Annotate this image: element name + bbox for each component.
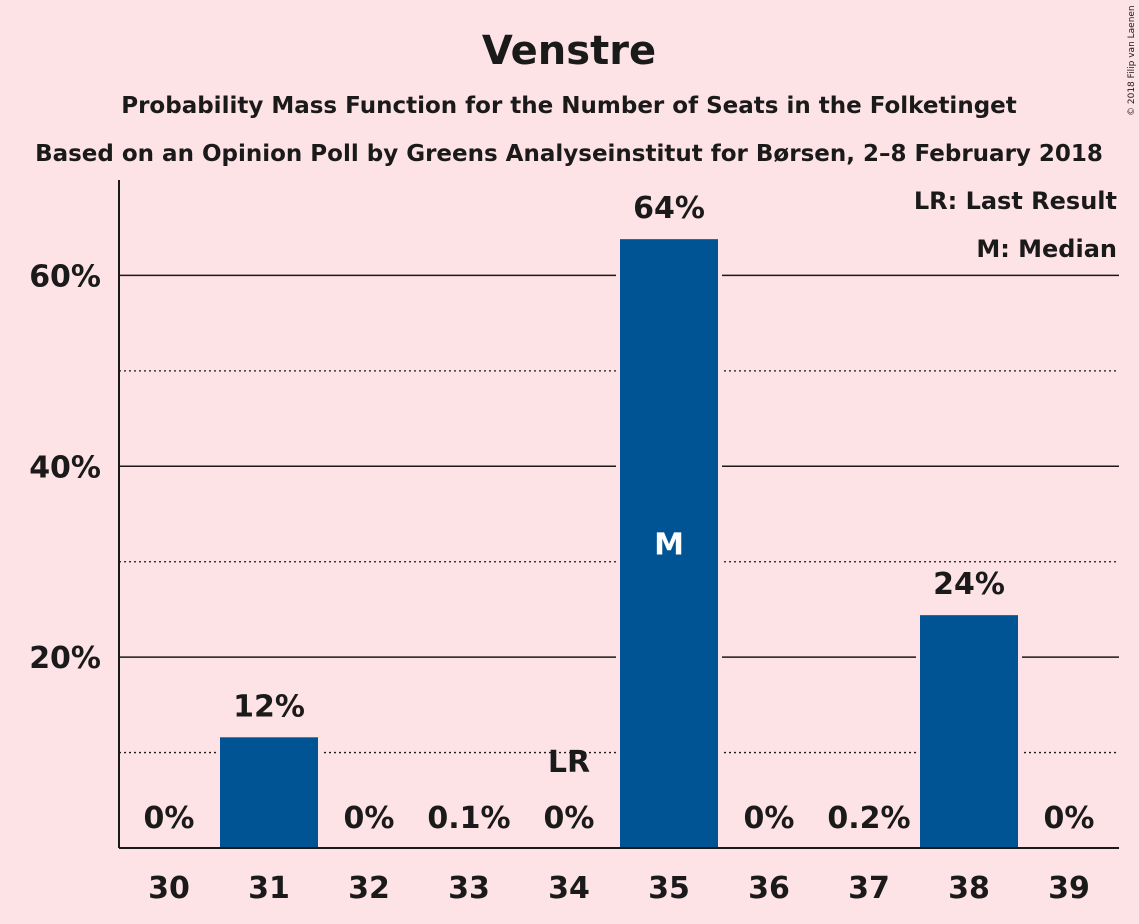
chart-subtitle-source: Based on an Opinion Poll by Greens Analy… xyxy=(35,141,1103,167)
x-tick-label: 33 xyxy=(448,871,490,906)
bars xyxy=(216,237,1022,848)
data-label: 0% xyxy=(544,801,595,836)
x-tick-label: 31 xyxy=(248,871,290,906)
x-tick-label: 39 xyxy=(1048,871,1090,906)
bar xyxy=(220,737,318,848)
y-tick-label: 60% xyxy=(29,259,101,294)
x-tick-label: 36 xyxy=(748,871,790,906)
x-tick-label: 38 xyxy=(948,871,990,906)
x-tick-label: 35 xyxy=(648,871,690,906)
x-tick-label: 34 xyxy=(548,871,590,906)
data-label: 0% xyxy=(344,801,395,836)
data-label: 0% xyxy=(144,801,195,836)
last-result-marker: LR xyxy=(548,745,590,780)
data-label: 12% xyxy=(233,689,305,724)
data-label: 24% xyxy=(933,567,1005,602)
copyright-text: © 2018 Filip van Laenen xyxy=(1127,5,1137,116)
data-label: 0.1% xyxy=(427,801,510,836)
x-tick-label: 32 xyxy=(348,871,390,906)
legend-last-result: LR: Last Result xyxy=(914,187,1117,215)
median-marker: M xyxy=(654,528,684,563)
axes: 20% 40% 60% 30 31 32 33 34 35 36 37 38 39 xyxy=(29,180,1119,906)
data-label: 0% xyxy=(1044,801,1095,836)
data-label: 0% xyxy=(744,801,795,836)
bar xyxy=(620,239,718,848)
data-label: 0.2% xyxy=(827,801,910,836)
chart-title: Venstre xyxy=(482,28,656,74)
y-tick-label: 20% xyxy=(29,641,101,676)
labels: 0% 12% 0% 0.1% 0% LR 64% M 0% 0.2% 24% 0% xyxy=(144,191,1095,836)
legend-median: M: Median xyxy=(976,235,1117,263)
chart-subtitle: Probability Mass Function for the Number… xyxy=(121,93,1017,119)
bar xyxy=(920,615,1018,848)
data-label: 64% xyxy=(633,191,705,226)
x-tick-label: 30 xyxy=(148,871,190,906)
y-tick-label: 40% xyxy=(29,450,101,485)
x-tick-label: 37 xyxy=(848,871,890,906)
